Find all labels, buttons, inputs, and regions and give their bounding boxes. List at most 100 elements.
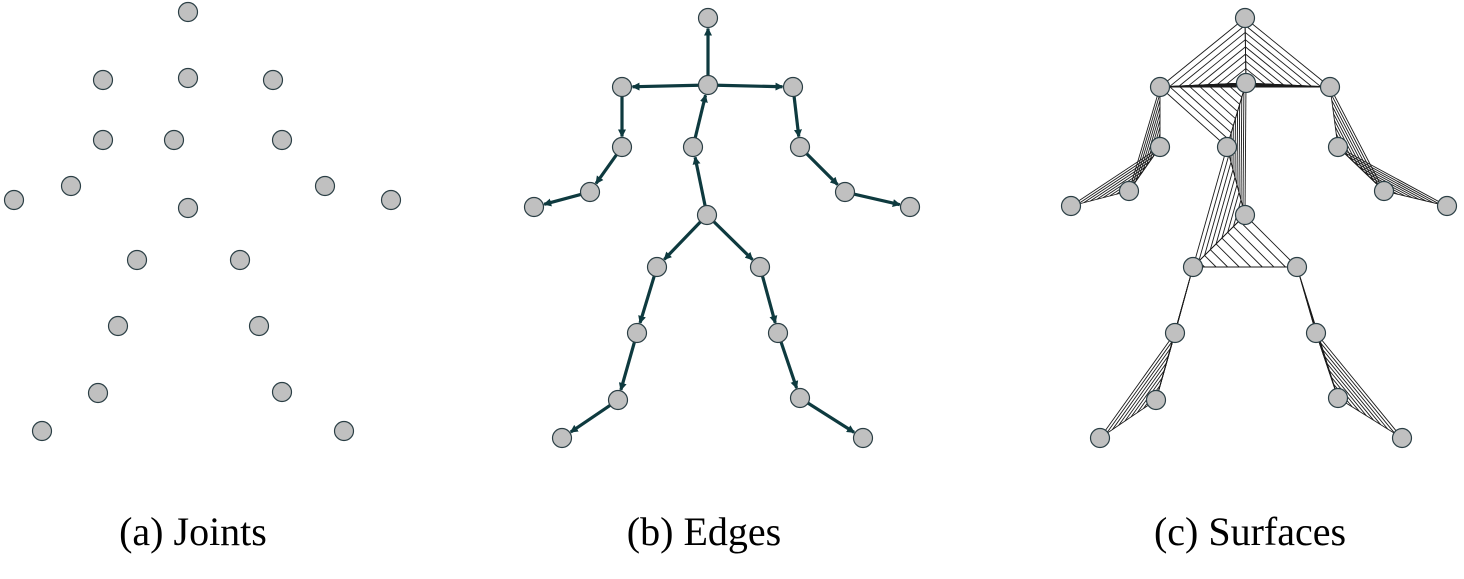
joint-node: [1286, 256, 1308, 278]
directed-edge: [543, 192, 582, 207]
joints-points: [3, 1, 402, 442]
joint-node: [92, 129, 114, 151]
surface-hatch: [1226, 68, 1247, 85]
joint-node: [852, 427, 874, 449]
joint-node: [1234, 204, 1256, 226]
surface-edge: [1099, 399, 1157, 439]
surface-hatch: [1217, 60, 1246, 85]
surface-hatch: [1238, 104, 1241, 193]
surface-hatch: [1169, 86, 1230, 141]
directed-edge: [663, 220, 702, 261]
surface-hatch: [1217, 83, 1240, 105]
joint-node: [1319, 76, 1341, 98]
joint-node: [696, 204, 718, 226]
joint-node: [1060, 195, 1082, 217]
joint-node: [60, 175, 82, 197]
surface-hatch: [1331, 100, 1375, 182]
surface-hatch: [1207, 84, 1238, 112]
surface-hatch: [1197, 46, 1246, 86]
directed-edge: [631, 82, 699, 91]
directed-edge: [712, 220, 754, 261]
surfaces-lines: [1070, 17, 1448, 439]
edges-points: [523, 7, 921, 449]
surface-edge: [1159, 82, 1247, 88]
surface-hatch: [1245, 60, 1275, 85]
surface-edge: [1244, 17, 1331, 88]
surface-hatch: [1198, 154, 1230, 262]
joint-node: [1373, 180, 1395, 202]
joint-node: [380, 189, 402, 211]
directed-edge: [638, 275, 656, 324]
joint-node: [1235, 72, 1257, 94]
surface-hatch: [1245, 39, 1303, 87]
joint-node: [177, 1, 199, 23]
joint-node: [789, 387, 811, 409]
surface-hatch: [1138, 106, 1161, 177]
surface-hatch: [1169, 24, 1246, 87]
surface-hatch: [1112, 347, 1172, 430]
joint-node: [87, 382, 109, 404]
surface-hatch: [1221, 184, 1238, 239]
surface-edge: [1337, 146, 1448, 207]
surface-hatch: [1215, 177, 1236, 245]
surface-edge: [1226, 82, 1247, 148]
joint-node: [782, 76, 804, 98]
surface-edge: [1244, 17, 1247, 84]
joint-node: [1234, 7, 1256, 29]
surface-edge: [1099, 332, 1176, 439]
caption-joints: (a) Joints: [119, 509, 267, 554]
joint-node: [523, 196, 545, 218]
surface-hatch: [1077, 151, 1157, 205]
surface-hatch: [1105, 340, 1174, 435]
joint-node: [1118, 180, 1140, 202]
surface-hatch: [1245, 46, 1293, 86]
directed-edge: [760, 275, 778, 324]
joint-node: [107, 315, 129, 337]
surface-hatch: [1204, 255, 1217, 268]
surface-hatch: [1348, 156, 1434, 204]
joint-node: [749, 256, 771, 278]
joint-node: [579, 181, 601, 203]
joint-node: [314, 175, 336, 197]
surface-edge: [1159, 17, 1246, 88]
panel-edges: (b) Edges: [523, 7, 921, 554]
surface-hatch: [1197, 84, 1236, 119]
surface-hatch: [1215, 243, 1240, 268]
joint-node: [551, 427, 573, 449]
joint-node: [177, 197, 199, 219]
joint-node: [333, 420, 355, 442]
surface-edge: [1226, 146, 1246, 216]
joint-node: [1391, 427, 1413, 449]
directed-edge: [693, 94, 708, 139]
surface-hatch: [1333, 113, 1364, 172]
surface-hatch: [1227, 192, 1240, 233]
surface-hatch: [1238, 220, 1286, 268]
joint-node: [262, 69, 284, 91]
surface-hatch: [1130, 369, 1165, 418]
surface-hatch: [1118, 355, 1170, 426]
joint-node: [611, 136, 633, 158]
surface-edge: [1128, 86, 1161, 192]
surface-hatch: [1210, 249, 1228, 268]
directed-edge: [805, 152, 839, 186]
joint-node: [3, 189, 25, 211]
joint-node: [607, 389, 629, 411]
surface-hatch: [1320, 347, 1389, 430]
joint-node: [1149, 76, 1171, 98]
surface-hatch: [1236, 111, 1239, 185]
joint-node: [697, 7, 719, 29]
surface-hatch: [1096, 166, 1147, 200]
joint-node: [834, 181, 856, 203]
surface-edge: [1337, 397, 1403, 439]
joint-node: [1327, 387, 1349, 409]
surface-hatch: [1244, 32, 1312, 87]
surface-hatch: [1090, 161, 1150, 202]
directed-edge: [853, 192, 901, 207]
surface-hatch: [1207, 53, 1246, 86]
joint-node: [646, 256, 668, 278]
joint-node: [1216, 136, 1238, 158]
directed-edge: [717, 82, 784, 91]
surface-hatch: [1083, 156, 1154, 204]
joint-node: [1089, 427, 1111, 449]
